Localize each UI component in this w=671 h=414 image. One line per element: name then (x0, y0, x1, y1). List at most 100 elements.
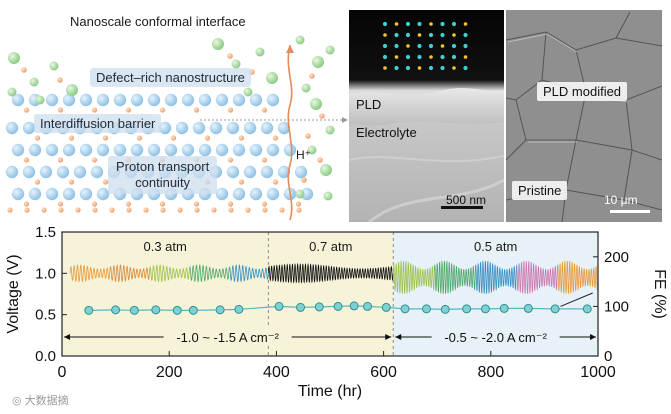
cyan-atom (451, 43, 457, 49)
orange-particle (296, 207, 302, 213)
x-tick-label: 200 (156, 364, 183, 381)
orange-particle (245, 207, 251, 213)
blue-particle (181, 93, 195, 107)
orange-particle (75, 207, 81, 213)
orange-particle (136, 135, 143, 141)
blue-particle (28, 187, 42, 201)
orange-particle (102, 135, 109, 141)
blue-particle (79, 93, 93, 107)
blue-particle (62, 93, 76, 107)
fe-point (111, 305, 121, 315)
plot-frame (61, 231, 599, 357)
orange-particle (238, 135, 245, 141)
cyan-atom (405, 54, 411, 60)
blue-particle (79, 143, 93, 157)
x-tick-label: 800 (477, 364, 504, 381)
barrier-label: Interdiffusion barrier (34, 114, 162, 133)
fe-point (381, 302, 391, 312)
blue-particle (113, 143, 127, 157)
blue-particle (96, 187, 110, 201)
cyan-atom (382, 54, 388, 60)
blue-particle (45, 143, 59, 157)
blue-particle (96, 143, 110, 157)
blue-particle (277, 165, 291, 179)
proton-path (287, 44, 293, 221)
blue-particle (215, 143, 229, 157)
blue-particle (175, 121, 189, 135)
voltage-trace (557, 260, 599, 294)
orange-particle (34, 135, 41, 141)
orange-particle (143, 207, 149, 213)
fe-point (462, 304, 472, 314)
green-particle (29, 77, 39, 87)
cyan-atom (463, 43, 468, 49)
blue-particle (22, 121, 36, 135)
y-left-tick-label: 0.0 (35, 348, 56, 365)
green-particle (310, 98, 322, 110)
green-particle (255, 47, 265, 57)
orange-particle (92, 207, 98, 213)
cyan-atom (428, 43, 434, 49)
orange-particle (68, 135, 75, 141)
cyan-atom (417, 43, 422, 49)
cyan-atom (405, 21, 411, 27)
blue-particle (243, 121, 257, 135)
x-tick-label: 400 (263, 364, 290, 381)
blue-particle (260, 165, 274, 179)
proton-label: Proton transport continuity (108, 156, 218, 194)
region-label: 0.5 atm (474, 239, 517, 254)
blue-particle (249, 187, 263, 201)
cyan-atom (440, 54, 445, 60)
orange-particle (91, 157, 98, 163)
y-right-tick-label: 0 (604, 348, 612, 365)
blue-particle (192, 121, 206, 135)
cyan-atom (417, 54, 422, 60)
proton-label-line2: continuity (135, 175, 191, 190)
y-right-axis-label: FE (%) (651, 269, 668, 319)
fe-point (550, 304, 560, 314)
orange-particle (109, 207, 115, 213)
orange-particle (295, 201, 302, 207)
fe-point (440, 304, 450, 314)
yellow-atom (383, 66, 387, 70)
blue-particle (232, 93, 246, 107)
blue-particle (266, 187, 280, 201)
green-particle (266, 72, 278, 84)
voltage-trace (267, 262, 394, 284)
scale-bar-10um: 10 μm (604, 193, 638, 207)
fe-point (314, 302, 324, 312)
cyan-atom (405, 65, 411, 71)
fe-point (151, 305, 161, 315)
voltage-trace (392, 260, 435, 294)
orange-particle (177, 207, 183, 213)
orange-particle (170, 135, 177, 141)
y-left-tick-label: 1.5 (35, 224, 56, 241)
orange-particle (68, 179, 75, 185)
blue-particle (215, 187, 229, 201)
orange-particle (227, 107, 234, 113)
orange-particle (58, 207, 64, 213)
blue-particle (232, 143, 246, 157)
orange-particle (57, 77, 63, 83)
arrow-left-icon (395, 334, 402, 340)
blue-particle (215, 93, 229, 107)
orange-particle (317, 157, 323, 163)
yellow-atom (406, 44, 410, 48)
pristine-label: Pristine (512, 181, 568, 200)
yellow-atom (394, 55, 399, 59)
orange-particle (23, 201, 30, 207)
yellow-atom (452, 66, 456, 70)
blue-particle (130, 93, 144, 107)
blue-particle (226, 165, 240, 179)
orange-particle (7, 207, 13, 213)
orange-particle (261, 201, 268, 207)
tem-micrograph (349, 10, 504, 222)
blue-particle (45, 187, 59, 201)
orange-particle (23, 157, 30, 163)
blue-particle (96, 93, 110, 107)
green-particle (301, 83, 311, 93)
green-particle (231, 59, 241, 69)
orange-particle (159, 201, 166, 207)
blue-particle (90, 165, 104, 179)
cyan-atom (463, 65, 468, 71)
